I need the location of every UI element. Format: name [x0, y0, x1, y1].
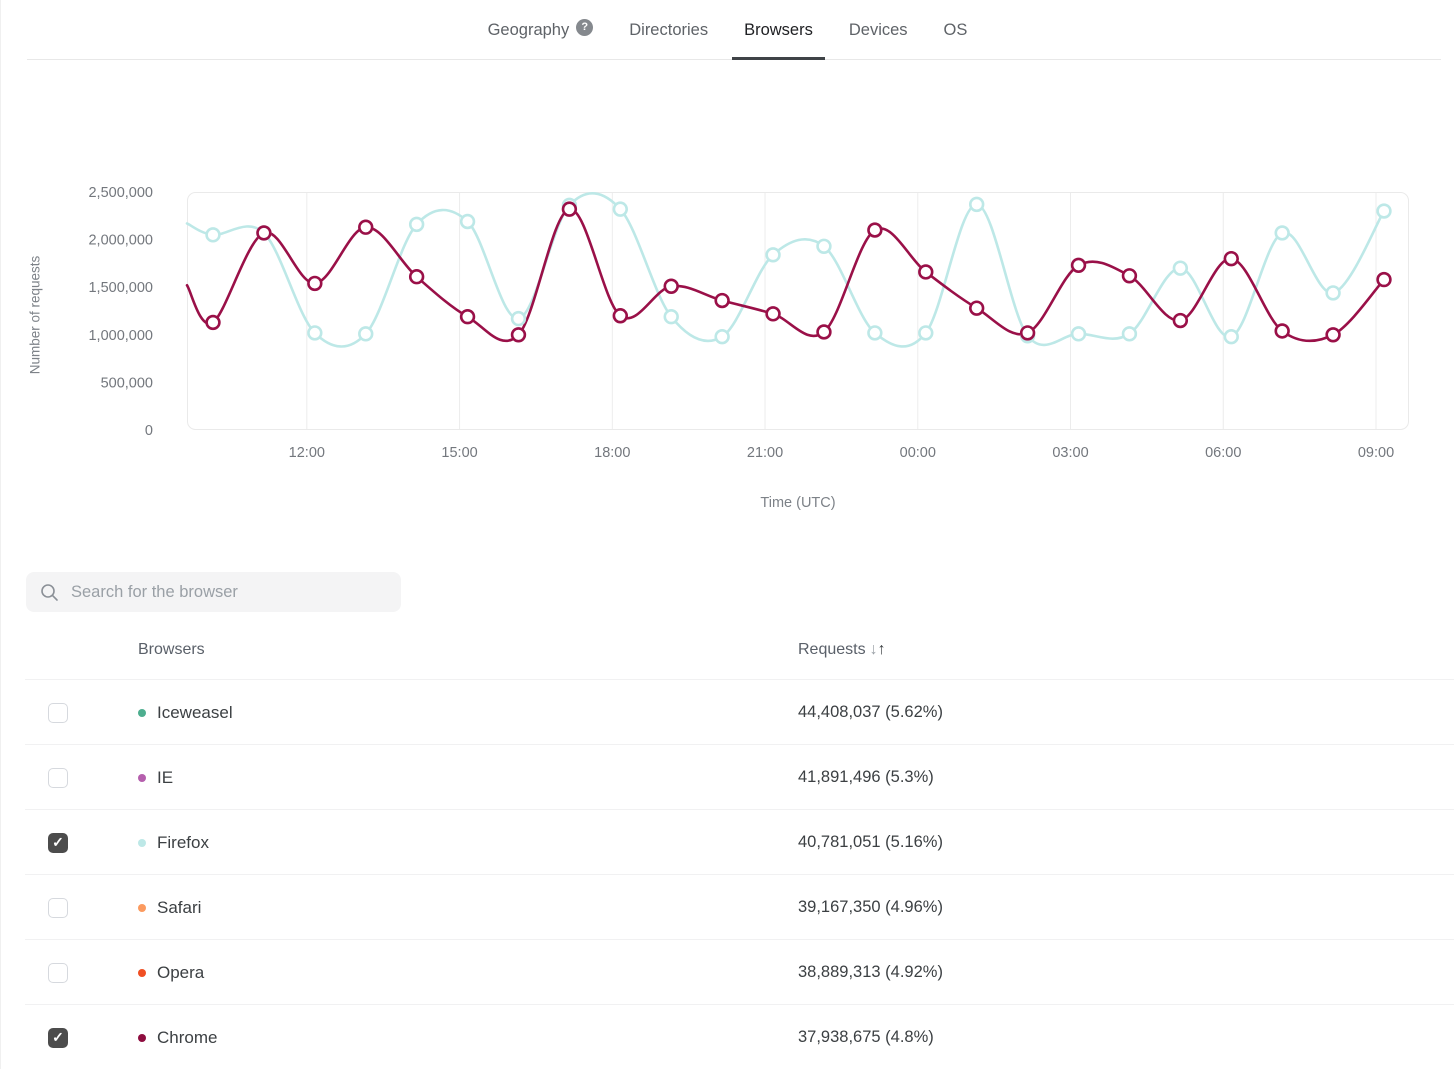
series-dot: [138, 838, 146, 847]
row-checkbox[interactable]: [48, 1027, 68, 1048]
browsers-table: Browsers Requests ↓↑ Iceweasel 44,408,037…: [1, 620, 1454, 1069]
svg-text:1,500,000: 1,500,000: [88, 280, 153, 296]
requests-value: 39,167,350 (4.96%): [798, 898, 943, 916]
svg-text:0: 0: [145, 423, 153, 439]
x-axis-title: Time (UTC): [760, 495, 836, 511]
svg-text:18:00: 18:00: [594, 445, 630, 461]
row-checkbox[interactable]: [48, 832, 68, 853]
requests-value: 40,781,051 (5.16%): [798, 833, 943, 851]
series-dot: [138, 708, 146, 717]
row-checkbox[interactable]: [48, 767, 68, 788]
tab-label: Devices: [848, 20, 908, 39]
table-row: IE 41,891,496 (5.3%): [1, 745, 1454, 810]
sort-ascending-icon[interactable]: ↑: [877, 641, 886, 658]
row-checkbox[interactable]: [48, 897, 68, 918]
search-icon: [41, 583, 58, 601]
svg-text:06:00: 06:00: [1205, 445, 1241, 461]
help-icon[interactable]: ?: [576, 18, 594, 36]
table-row: Safari 39,167,350 (4.96%): [1, 875, 1454, 940]
browser-name: Safari: [157, 897, 202, 917]
y-axis-title: Number of requests: [27, 255, 43, 375]
svg-text:03:00: 03:00: [1052, 445, 1088, 461]
browser-name: IE: [157, 767, 174, 787]
svg-text:09:00: 09:00: [1358, 445, 1394, 461]
tab-browsers[interactable]: Browsers: [732, 0, 825, 60]
table-row: Firefox 40,781,051 (5.16%): [1, 810, 1454, 875]
table-row: Chrome 37,938,675 (4.8%): [1, 1005, 1454, 1069]
tab-directories[interactable]: Directories: [617, 0, 720, 60]
chart-plot-area[interactable]: 12:00 15:00 18:00 21:00 00:00 03:00 06:00 09:00…: [88, 185, 1409, 461]
tab-os[interactable]: OS: [932, 0, 980, 60]
svg-text:12:00: 12:00: [289, 445, 325, 461]
requests-value: 44,408,037 (5.62%): [798, 703, 943, 721]
svg-text:500,000: 500,000: [101, 375, 153, 391]
search-input[interactable]: [71, 582, 387, 602]
tab-label: Browsers: [744, 20, 813, 39]
svg-text:21:00: 21:00: [747, 445, 783, 461]
requests-value: 41,891,496 (5.3%): [798, 768, 934, 786]
requests-value: 37,938,675 (4.8%): [798, 1028, 934, 1046]
table-row: Iceweasel 44,408,037 (5.62%): [1, 680, 1454, 745]
row-checkbox[interactable]: [48, 702, 68, 723]
series-dot: [138, 773, 146, 782]
requests-line-chart[interactable]: 12:00 15:00 18:00 21:00 00:00 03:00 06:00 09:00…: [88, 185, 1409, 461]
tab-bar: Geography ? Directories Browsers Devices…: [1, 0, 1454, 60]
requests-value: 38,889,313 (4.92%): [798, 963, 943, 981]
browser-name: Iceweasel: [157, 702, 233, 722]
tab-label: OS: [943, 20, 968, 39]
tab-geography[interactable]: Geography ?: [476, 0, 606, 60]
series-dot: [138, 903, 146, 912]
row-checkbox[interactable]: [48, 962, 68, 983]
browser-name: Opera: [157, 962, 205, 982]
svg-text:1,000,000: 1,000,000: [88, 328, 153, 344]
svg-text:00:00: 00:00: [900, 445, 936, 461]
tab-label: Geography: [487, 20, 570, 39]
table-header-row: Browsers Requests ↓↑: [1, 620, 1454, 680]
tab-devices[interactable]: Devices: [837, 0, 920, 60]
browser-name: Firefox: [157, 832, 209, 852]
svg-text:2,500,000: 2,500,000: [88, 185, 153, 201]
sort-descending-icon[interactable]: ↓: [869, 641, 878, 658]
requests-column-header[interactable]: Requests ↓↑: [798, 641, 886, 658]
browser-search-box[interactable]: [26, 572, 401, 612]
browser-name: Chrome: [157, 1027, 218, 1047]
tab-label: Directories: [629, 20, 709, 39]
svg-text:2,000,000: 2,000,000: [88, 233, 153, 249]
table-row: Opera 38,889,313 (4.92%): [1, 940, 1454, 1005]
svg-text:15:00: 15:00: [441, 445, 477, 461]
browsers-column-header: Browsers: [138, 641, 205, 658]
series-dot: [138, 968, 146, 977]
requests-chart-section: Number of requests 12:00 15:00 18:00 21:00 0…: [1, 60, 1454, 522]
series-dot: [138, 1033, 146, 1042]
